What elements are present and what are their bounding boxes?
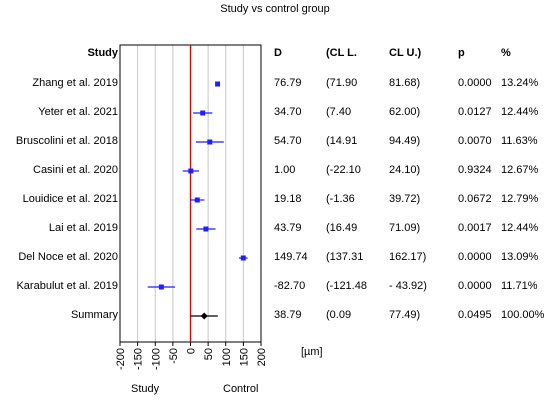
cl-upper-value: - 43.92) <box>389 280 427 292</box>
cl-lower-value: (7.40 <box>326 106 352 118</box>
cl-upper-value: 71.09) <box>389 222 421 234</box>
cl-upper-value: 162.17) <box>389 251 427 263</box>
header-cl-lower: (CL L. <box>326 47 357 59</box>
study-label: Del Noce et al. 2020 <box>18 251 118 263</box>
effect-size-marker <box>188 168 194 174</box>
x-tick-label: 0 <box>186 348 198 354</box>
cl-upper-value: 77.49) <box>389 309 421 321</box>
x-tick-label: -50 <box>168 348 180 364</box>
p-value: 0.0672 <box>458 193 492 205</box>
header-study: Study <box>87 47 118 59</box>
study-label: Yeter et al. 2021 <box>38 106 118 118</box>
study-label: Casini et al. 2020 <box>33 164 118 176</box>
header-d: D <box>274 47 282 59</box>
cl-lower-value: (16.49 <box>326 222 358 234</box>
d-value: 149.74 <box>274 251 308 263</box>
percent-value: 13.09% <box>501 251 539 263</box>
d-value: 54.70 <box>274 135 302 147</box>
p-value: 0.0017 <box>458 222 492 234</box>
percent-value: 12.44% <box>501 106 539 118</box>
d-value: 19.18 <box>274 193 302 205</box>
header-cl-upper: CL U.) <box>389 47 422 59</box>
effect-size-marker <box>194 197 200 203</box>
effect-size-marker <box>240 255 246 261</box>
x-axis-left-label: Study <box>131 383 160 395</box>
effect-size-marker <box>203 226 209 232</box>
cl-upper-value: 62.00) <box>389 106 421 118</box>
cl-upper-value: 94.49) <box>389 135 421 147</box>
percent-value: 11.71% <box>501 280 538 292</box>
cl-upper-value: 24.10) <box>389 164 421 176</box>
cl-upper-value: 81.68) <box>389 77 421 89</box>
percent-value: 13.24% <box>501 77 539 89</box>
percent-value: 11.63% <box>501 135 538 147</box>
cl-lower-value: (0.09 <box>326 309 352 321</box>
summary-diamond-marker <box>200 312 208 320</box>
p-value: 0.0495 <box>458 309 492 321</box>
chart-title: Study vs control group <box>220 3 330 15</box>
cl-upper-value: 39.72) <box>389 193 421 205</box>
p-value: 0.9324 <box>458 164 492 176</box>
header-percent: % <box>501 47 511 59</box>
cl-lower-value: (71.90 <box>326 77 358 89</box>
percent-value: 12.44% <box>501 222 539 234</box>
cl-lower-value: (-1.36 <box>326 193 355 205</box>
x-tick-label: -150 <box>133 348 145 370</box>
d-value: -82.70 <box>274 280 306 292</box>
study-label: Zhang et al. 2019 <box>32 77 118 89</box>
effect-size-marker <box>207 139 213 145</box>
cl-lower-value: (137.31 <box>326 251 364 263</box>
study-label: Louidice et al. 2021 <box>22 193 118 205</box>
study-label: Summary <box>70 309 118 321</box>
d-value: 38.79 <box>274 309 302 321</box>
x-tick-label: -100 <box>150 348 162 370</box>
d-value: 76.79 <box>274 77 302 89</box>
x-tick-label: 200 <box>256 348 268 366</box>
effect-size-marker <box>200 110 206 116</box>
x-axis-right-label: Control <box>223 383 259 395</box>
x-tick-label: 50 <box>203 348 215 360</box>
x-tick-label: 100 <box>221 348 233 366</box>
cl-lower-value: (14.91 <box>326 135 358 147</box>
percent-value: 100.00% <box>501 309 545 321</box>
study-label: Karabulut et al. 2019 <box>16 280 118 292</box>
study-label: Lai et al. 2019 <box>48 222 118 234</box>
cl-lower-value: (-22.10 <box>326 164 361 176</box>
x-tick-label: 150 <box>238 348 250 366</box>
header-p: p <box>458 47 465 59</box>
effect-size-marker <box>158 284 164 290</box>
p-value: 0.0127 <box>458 106 492 118</box>
d-value: 43.79 <box>274 222 302 234</box>
x-axis-unit-label: [µm] <box>301 346 323 358</box>
d-value: 34.70 <box>274 106 302 118</box>
x-tick-label: -200 <box>115 348 127 370</box>
percent-value: 12.67% <box>501 164 539 176</box>
cl-lower-value: (-121.48 <box>326 280 367 292</box>
p-value: 0.0070 <box>458 135 492 147</box>
d-value: 1.00 <box>274 164 296 176</box>
p-value: 0.0000 <box>458 280 492 292</box>
p-value: 0.0000 <box>458 251 492 263</box>
effect-size-marker <box>215 81 221 87</box>
percent-value: 12.79% <box>501 193 539 205</box>
p-value: 0.0000 <box>458 77 492 89</box>
study-label: Bruscolini et al. 2018 <box>15 135 118 147</box>
